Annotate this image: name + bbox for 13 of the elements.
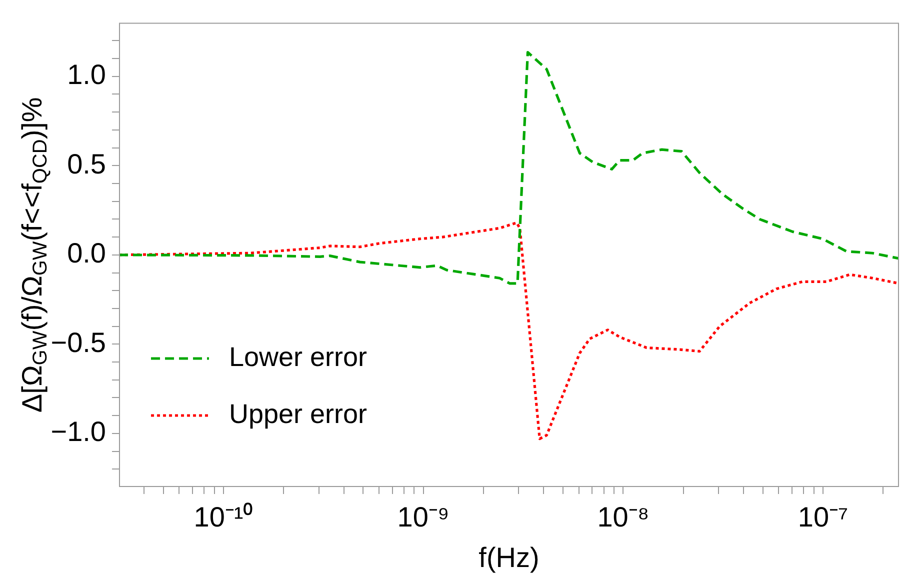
- y-axis-title: Δ[ΩGW(f)/ΩGW(f<<fQCD)]%: [16, 97, 52, 413]
- y-tick-label: −1.0: [50, 416, 106, 448]
- legend-label: Upper error: [229, 398, 368, 429]
- y-tick-label: 1.0: [67, 59, 106, 90]
- x-tick-label: 10⁻⁷: [798, 502, 848, 533]
- y-tick-label: 0.5: [67, 148, 106, 180]
- x-tick-label: 10⁻⁹: [397, 502, 450, 533]
- x-tick-label: 10⁻¹⁰: [194, 502, 254, 533]
- y-tick-label: −0.5: [50, 326, 106, 358]
- x-axis-title: f(Hz): [478, 542, 540, 573]
- y-tick-label: 0.0: [67, 238, 106, 269]
- legend-label: Lower error: [229, 342, 368, 372]
- x-tick-label: 10⁻⁸: [597, 502, 650, 533]
